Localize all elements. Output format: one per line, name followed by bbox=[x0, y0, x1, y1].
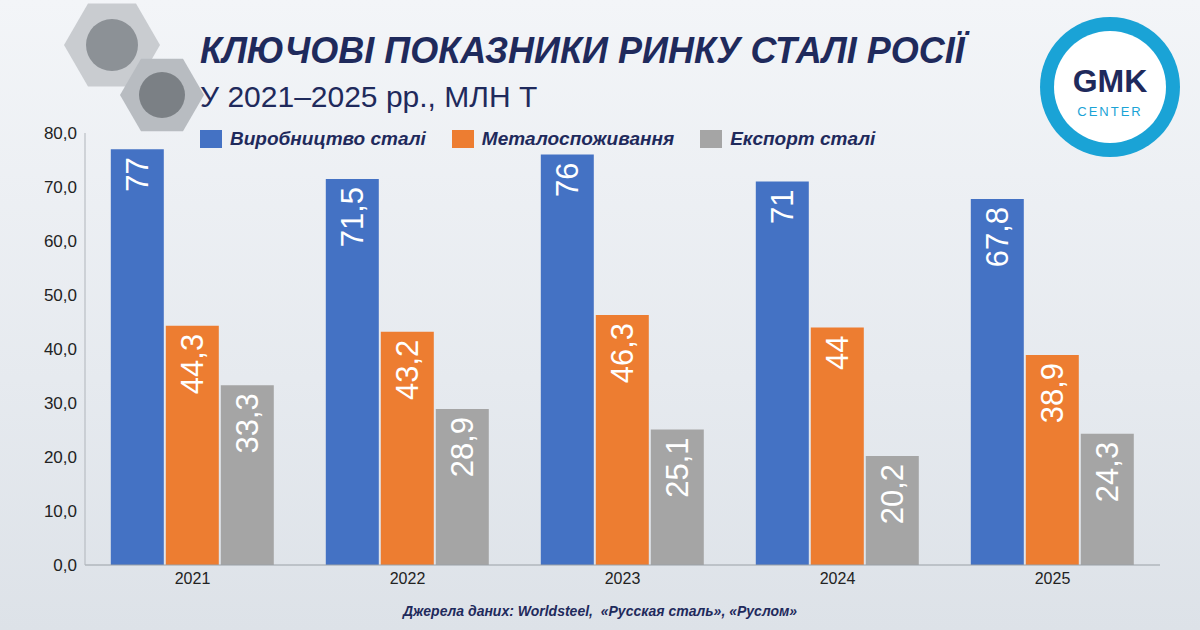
svg-text:33,3: 33,3 bbox=[230, 393, 265, 453]
svg-text:GMK: GMK bbox=[1073, 63, 1148, 99]
svg-text:30,0: 30,0 bbox=[44, 394, 77, 413]
svg-text:77: 77 bbox=[120, 157, 155, 191]
html-text:Джерела даних: Worldsteel, «Ру: Джерела даних: Worldsteel, «Русская стал… bbox=[402, 603, 798, 619]
svg-text:71: 71 bbox=[765, 190, 800, 224]
svg-text:44,3: 44,3 bbox=[175, 334, 210, 394]
svg-text:38,9: 38,9 bbox=[1035, 363, 1070, 423]
svg-text:2021: 2021 bbox=[175, 570, 211, 587]
svg-text:20,2: 20,2 bbox=[875, 464, 910, 524]
svg-text:25,1: 25,1 bbox=[660, 437, 695, 497]
svg-text:76: 76 bbox=[550, 163, 585, 197]
svg-text:0,0: 0,0 bbox=[53, 556, 77, 575]
svg-text:10,0: 10,0 bbox=[44, 502, 77, 521]
svg-text:2022: 2022 bbox=[390, 570, 426, 587]
svg-text:46,3: 46,3 bbox=[605, 323, 640, 383]
html-text:Виробництво сталі: Виробництво сталі bbox=[230, 128, 426, 149]
html-text:КЛЮЧОВІ ПОКАЗНИКИ РИНКУ СТАЛІ: КЛЮЧОВІ ПОКАЗНИКИ РИНКУ СТАЛІ РОСІЇ bbox=[200, 30, 965, 71]
html-text:У 2021–2025 рр., МЛН Т: У 2021–2025 рр., МЛН Т bbox=[200, 80, 538, 113]
svg-text:60,0: 60,0 bbox=[44, 232, 77, 251]
svg-text:70,0: 70,0 bbox=[44, 178, 77, 197]
svg-text:40,0: 40,0 bbox=[44, 340, 77, 359]
html-text:Експорт сталі: Експорт сталі bbox=[730, 128, 876, 149]
svg-text:2024: 2024 bbox=[820, 570, 856, 587]
svg-text:2025: 2025 bbox=[1035, 570, 1071, 587]
svg-text:44: 44 bbox=[820, 335, 855, 369]
svg-text:50,0: 50,0 bbox=[44, 286, 77, 305]
svg-text:CENTER: CENTER bbox=[1077, 104, 1142, 119]
svg-text:67,8: 67,8 bbox=[980, 207, 1015, 267]
svg-text:43,2: 43,2 bbox=[390, 340, 425, 400]
svg-text:24,3: 24,3 bbox=[1090, 442, 1125, 502]
svg-text:28,9: 28,9 bbox=[445, 417, 480, 477]
svg-text:20,0: 20,0 bbox=[44, 448, 77, 467]
svg-text:71,5: 71,5 bbox=[335, 187, 370, 247]
svg-text:80,0: 80,0 bbox=[44, 124, 77, 143]
svg-text:2023: 2023 bbox=[605, 570, 641, 587]
html-text:Металоспоживання: Металоспоживання bbox=[481, 128, 675, 149]
